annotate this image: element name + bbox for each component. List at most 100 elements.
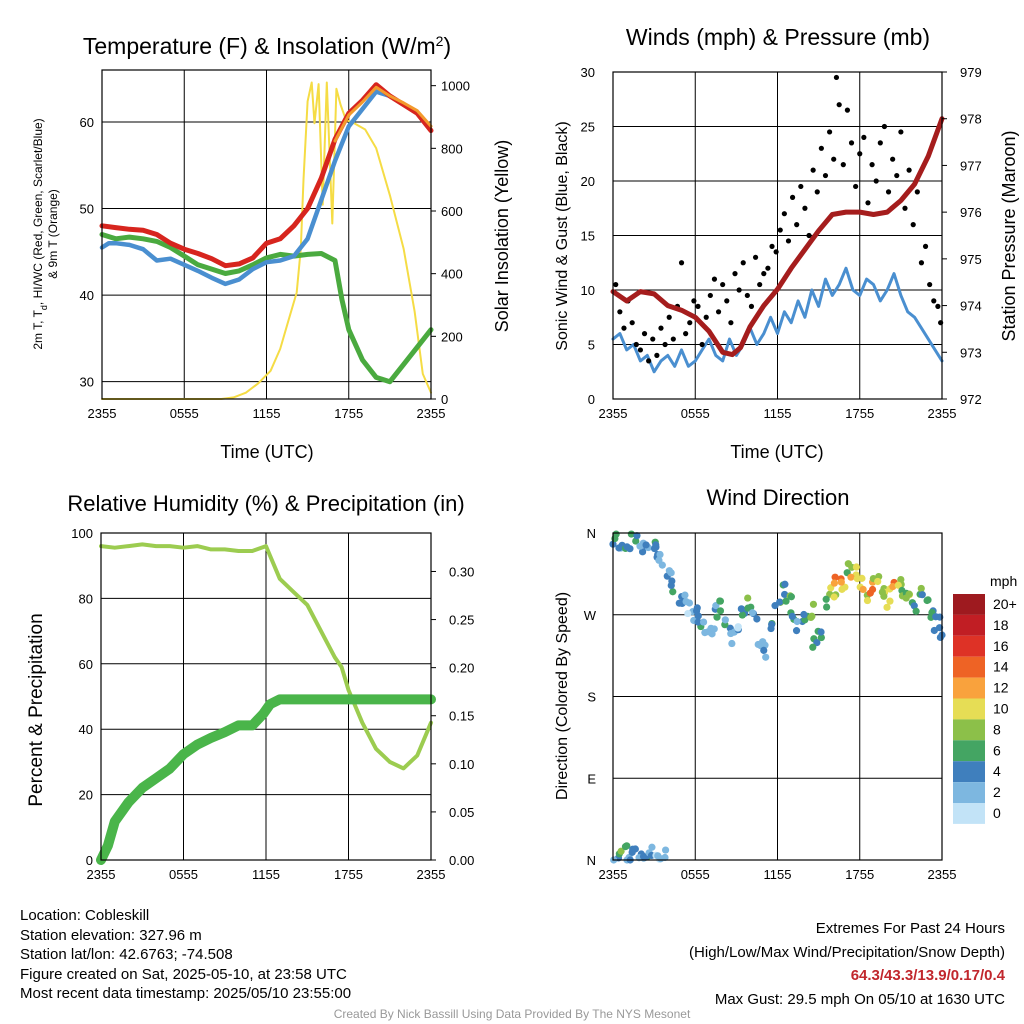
temperature-line xyxy=(99,82,434,269)
y-tick-label: 30 xyxy=(80,375,94,390)
x-tick-label: 2355 xyxy=(417,867,446,882)
gust-point xyxy=(736,287,742,293)
station-info: Location: Cobleskill Station elevation: … xyxy=(20,906,351,1004)
x-tick-label: 1755 xyxy=(845,867,874,882)
direction-point xyxy=(889,583,897,591)
direction-point xyxy=(694,612,702,620)
y2-tick-label: 0.25 xyxy=(449,613,474,628)
winds-ylabel-left: Sonic Wind & Gust (Blue, Black) xyxy=(554,121,571,350)
direction-point xyxy=(800,610,808,619)
direction-point xyxy=(656,550,664,559)
direction-point xyxy=(859,585,867,594)
legend-label: 0 xyxy=(993,805,1001,821)
x-tick-label: 1155 xyxy=(252,867,280,882)
y2-tick-label: 973 xyxy=(960,345,982,360)
gust-point xyxy=(810,167,816,173)
direction-point xyxy=(685,599,694,607)
direction-point xyxy=(628,848,636,856)
gust-point xyxy=(761,271,767,277)
y2-tick-label: 977 xyxy=(960,158,982,173)
pressure-line xyxy=(610,116,945,358)
legend-swatch xyxy=(953,698,985,720)
x-tick-label: 2355 xyxy=(87,867,116,882)
direction-point xyxy=(665,567,673,575)
humidity-panel: Relative Humidity (%) & Precipitation (i… xyxy=(26,491,474,882)
temperature-gridlines xyxy=(102,70,431,399)
direction-point xyxy=(648,843,656,851)
station-latlon: Station lat/lon: 42.6763; -74.508 xyxy=(20,946,233,963)
recent-timestamp: Most recent data timestamp: 2025/05/10 2… xyxy=(20,985,352,1002)
direction-point xyxy=(917,584,925,593)
y-tick-label: 40 xyxy=(80,288,94,303)
gust-point xyxy=(621,325,627,331)
extremes-title: Extremes For Past 24 Hours xyxy=(815,920,1005,937)
gust-point xyxy=(865,200,871,206)
legend-label: 20+ xyxy=(993,596,1017,612)
station-location: Location: Cobleskill xyxy=(20,907,150,924)
x-tick-label: 1755 xyxy=(334,867,363,882)
direction-point xyxy=(813,639,821,647)
y2-tick-label: 979 xyxy=(960,65,982,80)
legend-swatch xyxy=(953,656,985,678)
direction-point xyxy=(681,591,689,599)
y-tick-label: W xyxy=(584,608,597,623)
direction-point xyxy=(910,602,918,610)
legend-swatch xyxy=(953,782,985,803)
direction-point xyxy=(880,592,888,600)
direction-point xyxy=(838,585,846,593)
humidity-gridlines xyxy=(101,533,431,860)
gust-point xyxy=(918,260,925,266)
gust-point xyxy=(629,320,635,326)
direction-point xyxy=(693,604,701,612)
x-tick-label: 0555 xyxy=(681,406,710,421)
legend-swatch xyxy=(953,614,985,636)
y-tick-label: 20 xyxy=(79,788,93,803)
x-tick-label: 2355 xyxy=(928,867,957,882)
direction-point xyxy=(744,594,752,602)
gust-point xyxy=(873,178,879,184)
direction-point xyxy=(615,544,623,552)
gust-point xyxy=(769,243,775,249)
direction-point xyxy=(760,646,768,654)
direction-point xyxy=(822,595,830,603)
direction-point xyxy=(768,620,776,629)
direction-point xyxy=(781,590,789,599)
gust-point xyxy=(666,314,672,320)
direction-point xyxy=(748,609,757,617)
direction-point xyxy=(808,612,816,620)
direction-point xyxy=(771,602,779,610)
y-tick-label: 0 xyxy=(86,853,93,868)
direction-point xyxy=(762,653,770,661)
x-tick-label: 0555 xyxy=(681,867,710,882)
direction-point xyxy=(754,640,762,649)
y-tick-label: 10 xyxy=(581,283,595,298)
winds-ylabel-right: Station Pressure (Maroon) xyxy=(999,130,1019,341)
direction-point xyxy=(863,596,872,605)
max-gust: Max Gust: 29.5 mph On 05/10 at 1630 UTC xyxy=(714,990,1005,1008)
humidity-plot-frame xyxy=(100,532,432,861)
direction-point xyxy=(793,617,801,626)
direction-point xyxy=(809,600,818,608)
gust-point xyxy=(818,145,824,151)
extremes-block: Extremes For Past 24 Hours (High/Low/Max… xyxy=(689,917,1005,1011)
direction-point xyxy=(655,556,663,564)
temperature-ylabel-line2: & 9m T (Orange) xyxy=(46,189,60,279)
direction-point xyxy=(817,633,825,642)
gust-point xyxy=(831,156,837,162)
y2-tick-label: 800 xyxy=(441,141,463,156)
x-tick-label: 1755 xyxy=(845,406,874,421)
gust-point xyxy=(822,172,829,179)
direction-point xyxy=(721,616,729,624)
y-tick-label: E xyxy=(587,771,596,786)
gust-point xyxy=(840,162,846,168)
direction-point xyxy=(710,625,718,633)
gust-point xyxy=(650,336,656,342)
winds-gridlines xyxy=(613,72,942,399)
y2-tick-label: 978 xyxy=(960,112,982,127)
temperature-series xyxy=(99,81,434,400)
gust-point xyxy=(927,281,933,288)
gust-point xyxy=(885,189,892,195)
x-tick-label: 0555 xyxy=(169,867,198,882)
direction-point xyxy=(905,590,913,598)
legend-swatch xyxy=(953,594,985,615)
